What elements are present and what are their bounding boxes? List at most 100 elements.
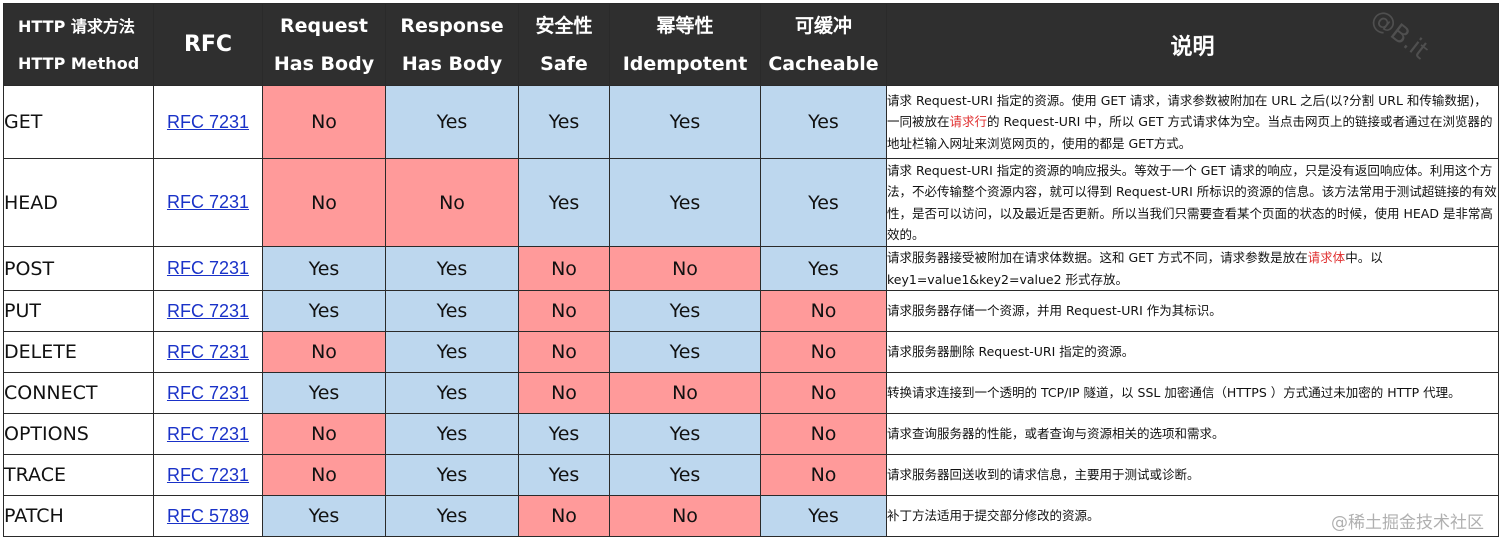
method-name: GET [3, 85, 154, 159]
request-body-cell: No [262, 454, 386, 496]
rfc-link[interactable]: RFC 7231 [166, 258, 250, 278]
table-row: PUT RFC 7231 Yes Yes No Yes No 请求服务器存储一个资源，并用 R… [3, 290, 1499, 332]
description-cell: 请求 Request-URI 指定的资源的响应报头。等效于一个 GET 请求的响… [886, 158, 1499, 247]
cacheable-cell: Yes [760, 495, 887, 537]
safe-cell: Yes [518, 158, 610, 247]
description-cell: 请求 Request-URI 指定的资源。使用 GET 请求，请求参数被附加在 … [886, 85, 1499, 159]
request-body-cell: Yes [262, 495, 386, 537]
safe-cell: No [518, 246, 610, 291]
header-safe-cn: 安全性 [535, 14, 593, 37]
header-idempotent: 幂等性 Idempotent [609, 3, 761, 86]
response-body-cell: Yes [385, 246, 519, 291]
rfc-cell: RFC 7231 [153, 413, 263, 455]
cacheable-cell: No [760, 454, 887, 496]
rfc-link[interactable]: RFC 7231 [166, 192, 250, 212]
rfc-link[interactable]: RFC 7231 [166, 111, 250, 132]
header-request-body: Request Has Body [262, 3, 386, 86]
idempotent-cell: No [609, 246, 761, 291]
rfc-link[interactable]: RFC 7231 [166, 382, 250, 403]
cacheable-cell: No [760, 372, 887, 414]
safe-cell: Yes [518, 413, 610, 455]
safe-cell: No [518, 495, 610, 537]
safe-cell: No [518, 372, 610, 414]
request-body-cell: No [262, 85, 386, 159]
safe-cell: No [518, 331, 610, 373]
response-body-cell: Yes [385, 454, 519, 496]
request-body-cell: No [262, 331, 386, 373]
header-description: 说明 [886, 3, 1499, 86]
description-cell: 请求服务器删除 Request-URI 指定的资源。 [886, 331, 1499, 373]
safe-cell: No [518, 290, 610, 332]
table-row: PATCH RFC 5789 Yes Yes No No Yes 补丁方法适用于提交部分修改的… [3, 495, 1499, 537]
rfc-cell: RFC 7231 [153, 331, 263, 373]
rfc-cell: RFC 7231 [153, 290, 263, 332]
header-idempotent-cn: 幂等性 [656, 14, 714, 37]
cacheable-cell: No [760, 413, 887, 455]
header-response-body: Response Has Body [385, 3, 519, 86]
response-body-cell: Yes [385, 413, 519, 455]
table-row: GET RFC 7231 No Yes Yes Yes Yes 请求 Request-URI … [3, 85, 1499, 159]
response-body-cell: Yes [385, 372, 519, 414]
description-text: 请求服务器接受被附加在请求体数据。这和 GET 方式不同，请求参数是放在 [887, 250, 1308, 265]
rfc-link[interactable]: RFC 5789 [166, 505, 250, 526]
method-name: PUT [3, 290, 154, 332]
description-cell: 请求服务器回送收到的请求信息，主要用于测试或诊断。 [886, 454, 1499, 496]
response-body-cell: No [385, 158, 519, 247]
rfc-link[interactable]: RFC 7231 [166, 300, 250, 321]
description-text: 请求 Request-URI 指定的资源。使用 GET 请求，请求参数被附加在 … [887, 92, 1487, 130]
description-cell: 转换请求连接到一个透明的 TCP/IP 隧道，以 SSL 加密通信（HTTPS … [886, 372, 1499, 414]
request-body-cell: No [262, 158, 386, 247]
header-row: HTTP 请求方法 HTTP Method RFC Request Has Bo… [3, 3, 1499, 86]
cacheable-cell: Yes [760, 85, 887, 159]
table-row: DELETE RFC 7231 No Yes No Yes No 请求服务器删除 Reques… [3, 331, 1499, 373]
method-name: HEAD [3, 158, 154, 247]
method-name: TRACE [3, 454, 154, 496]
description-cell: 补丁方法适用于提交部分修改的资源。 [886, 495, 1499, 537]
table-row: HEAD RFC 7231 No No Yes Yes Yes 请求 Request-URI … [3, 158, 1499, 247]
response-body-cell: Yes [385, 331, 519, 373]
description-text: 请求 Request-URI 指定的资源的响应报头。等效于一个 GET 请求的响… [887, 162, 1497, 243]
header-method-en: HTTP Method [18, 53, 140, 73]
response-body-cell: Yes [385, 85, 519, 159]
table-row: CONNECT RFC 7231 Yes Yes No No No 转换请求连接到一个透明的 … [3, 372, 1499, 414]
header-request-body-line2: Has Body [273, 52, 375, 75]
idempotent-cell: Yes [609, 85, 761, 159]
rfc-link[interactable]: RFC 7231 [166, 464, 250, 485]
description-text: 请求查询服务器的性能，或者查询与资源相关的选项和需求。 [887, 426, 1225, 442]
response-body-cell: Yes [385, 495, 519, 537]
response-body-cell: Yes [385, 290, 519, 332]
method-name: PATCH [3, 495, 154, 537]
description-text: 的 Request-URI 中，所以 GET 方式请求体为空。当点击网页上的链接… [887, 114, 1493, 151]
description-text: 请求服务器回送收到的请求信息，主要用于测试或诊断。 [887, 467, 1200, 483]
cacheable-cell: Yes [760, 158, 887, 247]
description-text: 请求服务器删除 Request-URI 指定的资源。 [887, 344, 1135, 360]
table-row: POST RFC 7231 Yes Yes No No Yes 请求服务器接受被附加在请求体数… [3, 246, 1499, 291]
header-safe-en: Safe [540, 52, 588, 75]
table-row: TRACE RFC 7231 No Yes Yes Yes No 请求服务器回送收到的请求信息… [3, 454, 1499, 496]
cacheable-cell: No [760, 290, 887, 332]
header-request-body-line1: Request [280, 14, 368, 37]
table-row: OPTIONS RFC 7231 No Yes Yes Yes No 请求查询服务器的性能，或… [3, 413, 1499, 455]
request-body-cell: Yes [262, 290, 386, 332]
cacheable-cell: Yes [760, 246, 887, 291]
rfc-cell: RFC 7231 [153, 454, 263, 496]
rfc-link[interactable]: RFC 7231 [166, 341, 250, 362]
header-idempotent-en: Idempotent [622, 52, 748, 75]
description-cell: 请求服务器存储一个资源，并用 Request-URI 作为其标识。 [886, 290, 1499, 332]
header-cacheable-cn: 可缓冲 [794, 14, 852, 37]
header-cacheable: 可缓冲 Cacheable [760, 3, 887, 86]
rfc-cell: RFC 5789 [153, 495, 263, 537]
safe-cell: Yes [518, 85, 610, 159]
description-text: 中。以 key1=value1&key2=value2 形式存放。 [887, 250, 1383, 287]
header-cacheable-en: Cacheable [768, 52, 879, 75]
header-response-body-line2: Has Body [401, 52, 503, 75]
rfc-link[interactable]: RFC 7231 [166, 423, 250, 444]
request-body-cell: No [262, 413, 386, 455]
idempotent-cell: Yes [609, 290, 761, 332]
description-cell: 请求查询服务器的性能，或者查询与资源相关的选项和需求。 [886, 413, 1499, 455]
description-highlight: 请求体 [1307, 250, 1346, 265]
idempotent-cell: No [609, 495, 761, 537]
request-body-cell: Yes [262, 246, 386, 291]
idempotent-cell: Yes [609, 331, 761, 373]
method-name: DELETE [3, 331, 154, 373]
